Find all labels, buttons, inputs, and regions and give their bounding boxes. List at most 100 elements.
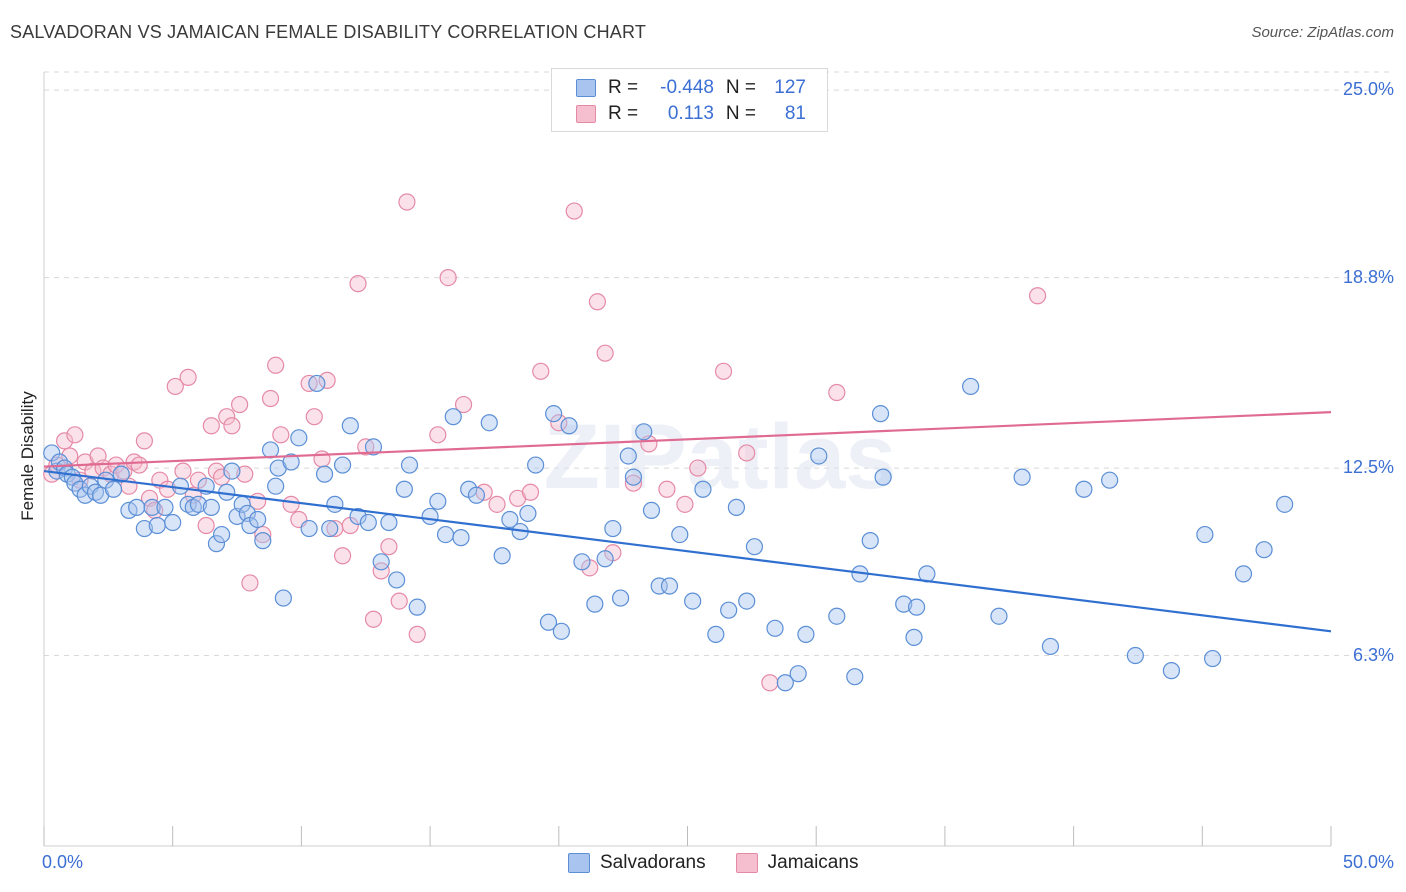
chart-title: SALVADORAN VS JAMAICAN FEMALE DISABILITY… <box>10 22 647 42</box>
n-value: 81 <box>784 103 806 124</box>
r-label: R = <box>608 103 639 124</box>
jamaican-point <box>267 356 285 374</box>
salvadoran-point <box>642 501 661 519</box>
salvadoran-point <box>611 589 630 607</box>
jamaican-point <box>372 562 390 580</box>
trend-lines <box>43 411 1332 633</box>
salvadoran-point <box>604 519 622 538</box>
jamaican-point <box>202 417 220 435</box>
jamaican-point <box>550 414 568 432</box>
salvadoran-point <box>372 553 390 571</box>
jamaican-point <box>135 432 153 450</box>
salvadoran-point <box>738 592 756 610</box>
salvadoran-point <box>828 607 846 625</box>
salvadoran-point <box>143 498 161 516</box>
salvadoran-point <box>223 462 241 480</box>
salvadoran-point <box>707 625 725 643</box>
legend-label: Salvadorans <box>600 852 706 873</box>
jamaican-point <box>349 275 367 293</box>
n-label: N = <box>725 103 756 124</box>
salvadoran-point <box>148 516 166 535</box>
salvadoran-point <box>1255 541 1273 559</box>
jamaican-point <box>236 465 254 483</box>
salvadoran-point <box>727 498 746 516</box>
jamaican-point <box>166 377 184 396</box>
salvadoran-point <box>290 429 308 447</box>
salvadoran-point <box>619 447 637 465</box>
salvadoran-point <box>388 571 406 589</box>
salvadoran-point <box>254 532 272 550</box>
n-value: 127 <box>774 77 806 98</box>
y-tick-label: 12.5% <box>1342 457 1394 478</box>
salvadoran-point <box>797 625 815 643</box>
salvadoran-point <box>171 477 190 495</box>
jamaican-point <box>390 592 408 610</box>
salvadoran-point <box>364 438 383 456</box>
salvadoran-point <box>907 598 926 616</box>
salvadoran-point <box>539 613 558 631</box>
salvadoran-point <box>846 668 864 686</box>
jamaican-point <box>272 426 290 444</box>
salvadoran-point <box>261 441 280 459</box>
jamaican-point <box>521 483 540 501</box>
salvadoran-point <box>359 513 377 532</box>
salvadoran-point <box>493 547 511 565</box>
jamaican-point <box>282 495 300 513</box>
jamaican-point <box>318 371 336 389</box>
salvadoran-point <box>436 525 455 544</box>
salvadoran-point <box>552 622 570 640</box>
jamaican-point <box>676 495 694 513</box>
jamaican-point <box>254 525 272 544</box>
jamaican-point <box>429 426 447 444</box>
jamaican-point <box>1028 287 1047 305</box>
salvadoran-point <box>596 550 614 568</box>
salvadoran-point <box>789 665 807 683</box>
salvadoran-point <box>135 519 153 538</box>
salvadoran-point <box>249 510 267 529</box>
jamaican-point <box>313 450 331 468</box>
jamaican-points <box>43 193 1047 692</box>
jamaican-swatch <box>576 105 596 123</box>
jamaican-point <box>380 538 398 556</box>
salvadoran-point <box>333 456 352 474</box>
jamaican-point <box>130 456 148 474</box>
jamaican-point <box>223 417 241 435</box>
salvadoran-point <box>452 529 470 547</box>
salvadoran-point <box>308 374 326 393</box>
salvadoran-point <box>1196 525 1214 544</box>
salvadoran-point <box>766 619 784 637</box>
salvadoran-point <box>1101 471 1119 489</box>
gridlines <box>44 71 1392 657</box>
salvadoran-point <box>400 456 419 474</box>
salvadoran-point <box>300 519 318 538</box>
jamaican-point <box>364 610 383 628</box>
x-tick-label: 50.0% <box>1342 852 1394 872</box>
salvadoran-point <box>545 405 563 423</box>
y-tick-label: 18.8% <box>1342 266 1394 287</box>
salvadoran-point <box>444 408 462 426</box>
jamaican-point <box>761 674 779 692</box>
correlation-legend: R = -0.448 N = 127 R = 0.113 N = 81 <box>551 68 828 132</box>
salvadoran-point <box>189 495 208 513</box>
jamaican-trend-line <box>43 411 1332 468</box>
jamaican-point <box>408 625 426 643</box>
jamaican-point <box>333 547 352 565</box>
salvadoran-point <box>720 601 738 619</box>
salvadoran-point <box>321 519 339 538</box>
salvadoran-point <box>274 589 292 607</box>
salvadoran-point <box>861 532 879 550</box>
n-label: N = <box>725 77 756 98</box>
salvadoran-trend-line <box>43 470 1332 633</box>
salvadoran-point <box>635 423 653 441</box>
jamaican-point <box>398 193 416 211</box>
salvadoran-point <box>874 468 892 486</box>
salvadoran-point <box>501 510 519 529</box>
axes <box>43 72 1332 847</box>
salvadoran-point <box>684 592 702 610</box>
salvadoran-point <box>467 486 486 504</box>
jamaican-point <box>218 408 236 426</box>
jamaican-point <box>241 574 259 592</box>
r-value: -0.448 <box>660 77 714 98</box>
salvadoran-point <box>895 595 913 613</box>
